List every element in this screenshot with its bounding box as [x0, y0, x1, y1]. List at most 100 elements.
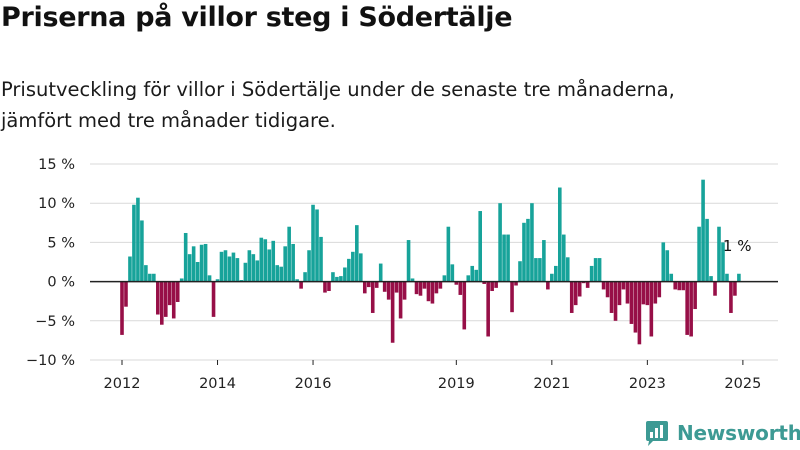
- bar: [729, 281, 733, 313]
- bar: [502, 234, 506, 282]
- bar: [725, 273, 729, 282]
- bar: [366, 281, 371, 288]
- bar: [589, 265, 594, 282]
- bar: [438, 281, 443, 289]
- bar: [657, 281, 662, 298]
- bar: [470, 265, 475, 282]
- bar: [259, 237, 264, 282]
- bar: [319, 236, 323, 282]
- bar: [561, 234, 566, 282]
- bar: [474, 269, 479, 282]
- x-tick-label: 2014: [199, 376, 236, 392]
- bar: [386, 281, 391, 300]
- bar: [534, 258, 538, 282]
- bar: [163, 281, 168, 317]
- bar: [120, 281, 124, 335]
- bar: [577, 281, 582, 297]
- bar: [569, 281, 574, 313]
- bar: [275, 265, 280, 282]
- newsworthy-logo: Newsworthy: [644, 418, 800, 448]
- bar: [140, 220, 144, 282]
- y-tick-label: −5 %: [35, 314, 75, 330]
- bar: [156, 281, 160, 315]
- bar: [179, 278, 184, 282]
- bar: [331, 272, 335, 282]
- bar: [633, 281, 638, 333]
- bar: [239, 280, 244, 282]
- bar: [434, 281, 439, 294]
- y-tick-label: 0 %: [47, 275, 75, 291]
- x-tick-label: 2012: [104, 376, 141, 392]
- bar: [542, 240, 546, 282]
- bar: [733, 281, 737, 296]
- bar: [171, 281, 176, 319]
- bar: [362, 281, 367, 294]
- bar: [677, 281, 681, 291]
- bar: [721, 242, 725, 282]
- bar: [522, 222, 526, 282]
- bar: [315, 209, 319, 282]
- bar: [359, 253, 363, 282]
- bar: [144, 265, 148, 282]
- bar: [565, 257, 570, 282]
- bar: [227, 256, 232, 282]
- bar: [510, 281, 514, 313]
- bar: [486, 281, 490, 337]
- subtitle-line-1: Prisutveckling för villor i Södertälje u…: [1, 78, 675, 101]
- bar: [355, 225, 359, 282]
- bar: [717, 226, 721, 282]
- bar: [514, 281, 518, 286]
- bar: [267, 249, 272, 282]
- bar: [709, 276, 713, 282]
- bar: [195, 262, 200, 282]
- bar: [199, 244, 204, 282]
- bar: [629, 281, 634, 324]
- bar: [263, 239, 268, 282]
- bar: [124, 281, 128, 307]
- bar: [478, 211, 482, 282]
- bar: [223, 250, 228, 282]
- bar: [271, 240, 276, 282]
- bar: [418, 281, 423, 296]
- bar: [554, 265, 558, 282]
- bar: [558, 187, 562, 282]
- bar: [685, 281, 689, 335]
- bar: [617, 281, 622, 306]
- latest-value-label: 1 %: [723, 237, 752, 255]
- bar: [490, 281, 494, 292]
- bar: [494, 281, 498, 288]
- bar: [506, 234, 510, 282]
- bar: [446, 226, 451, 282]
- bar: [211, 281, 216, 317]
- bar: [160, 281, 164, 325]
- bar: [601, 281, 606, 290]
- bar: [406, 240, 411, 282]
- bars: [120, 179, 741, 345]
- bar: [645, 281, 650, 306]
- bar: [609, 281, 614, 313]
- bar: [215, 279, 220, 282]
- bar: [454, 281, 459, 285]
- y-tick-label: −10 %: [26, 353, 75, 369]
- bar: [669, 273, 674, 282]
- bar: [597, 258, 602, 282]
- bar: [653, 281, 658, 304]
- bar: [498, 203, 502, 282]
- x-tick-label: 2021: [533, 376, 570, 392]
- bar: [235, 258, 240, 282]
- bar: [637, 281, 642, 345]
- bar: [705, 218, 709, 282]
- chart-title: Priserna på villor steg i Södertälje: [1, 2, 513, 33]
- bar: [351, 251, 355, 282]
- bar: [339, 276, 343, 282]
- bar: [231, 252, 236, 282]
- bar: [243, 262, 248, 282]
- bar: [681, 281, 685, 291]
- bar: [295, 279, 299, 282]
- bar: [422, 281, 427, 289]
- bar: [152, 273, 156, 282]
- chart-subtitle: Prisutveckling för villor i Södertälje u…: [1, 74, 791, 136]
- bar: [697, 226, 701, 282]
- bar: [307, 250, 311, 282]
